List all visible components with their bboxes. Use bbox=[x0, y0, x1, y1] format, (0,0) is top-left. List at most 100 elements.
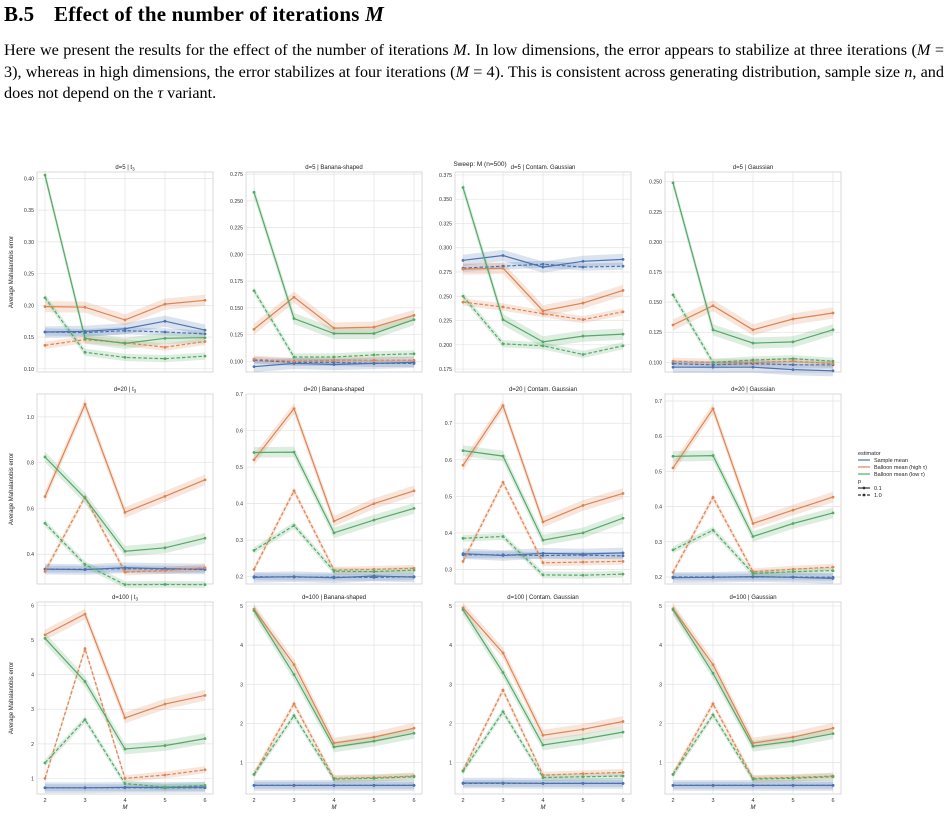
data-point bbox=[621, 554, 625, 558]
data-point bbox=[831, 511, 835, 515]
data-point bbox=[581, 775, 585, 779]
data-point bbox=[621, 720, 625, 723]
data-point bbox=[621, 572, 625, 576]
y-tick-label: 4 bbox=[449, 643, 452, 649]
y-tick-label: 5 bbox=[659, 604, 662, 610]
y-tick-label: 6 bbox=[31, 603, 34, 609]
data-point bbox=[831, 359, 835, 363]
data-point bbox=[292, 673, 296, 676]
confidence-band bbox=[45, 294, 205, 363]
data-point bbox=[621, 264, 625, 268]
y-tick-label: 5 bbox=[449, 604, 452, 610]
data-point bbox=[163, 546, 167, 550]
data-point bbox=[412, 318, 416, 321]
section-title-variable: M bbox=[365, 2, 384, 26]
data-point bbox=[831, 569, 835, 573]
data-point bbox=[501, 254, 505, 257]
sweep-figure: Sweep: M (n=500)d=5 | t30.100.150.200.25… bbox=[9, 161, 927, 811]
data-point bbox=[123, 549, 127, 553]
data-point bbox=[83, 350, 87, 354]
y-tick-label: 3 bbox=[31, 707, 34, 713]
data-point bbox=[501, 454, 505, 458]
data-point bbox=[751, 360, 755, 364]
data-point bbox=[461, 559, 465, 563]
data-point bbox=[252, 458, 256, 462]
subplot-3: d=5 | Contam. Gaussian 0.175 0.200 0.225 0.2… bbox=[439, 165, 632, 373]
data-point bbox=[163, 494, 167, 498]
x-tick-label: 5 bbox=[372, 798, 375, 804]
x-tick-label: 2 bbox=[252, 798, 255, 804]
y-tick-label: 0.30 bbox=[24, 240, 34, 246]
data-point bbox=[671, 466, 675, 470]
x-tick-label: 4 bbox=[123, 798, 126, 804]
math-variable: n bbox=[904, 62, 913, 81]
data-point bbox=[831, 775, 835, 779]
y-tick-label: 0.250 bbox=[439, 294, 452, 300]
x-tick-label: 2 bbox=[671, 798, 674, 804]
data-point bbox=[412, 358, 416, 362]
y-tick-label: 2 bbox=[659, 721, 662, 727]
data-point bbox=[711, 783, 715, 787]
x-tick-label: 5 bbox=[581, 798, 584, 804]
data-point bbox=[581, 531, 585, 535]
data-point bbox=[461, 769, 465, 773]
data-point bbox=[711, 363, 715, 367]
y-tick-label: 3 bbox=[659, 682, 662, 688]
data-point bbox=[711, 713, 715, 717]
confidence-band bbox=[463, 604, 623, 751]
data-point bbox=[83, 336, 87, 340]
legend-item-label: 0.1 bbox=[874, 486, 882, 492]
series-line bbox=[44, 495, 206, 573]
data-point bbox=[43, 173, 47, 177]
confidence-band bbox=[254, 291, 414, 335]
subplot-title: d=5 | Contam. Gaussian bbox=[511, 165, 576, 171]
data-point bbox=[163, 702, 167, 706]
data-point bbox=[581, 727, 585, 731]
data-point bbox=[412, 726, 416, 730]
data-point bbox=[751, 535, 755, 538]
data-point bbox=[501, 671, 505, 674]
y-tick-label: 0.6 bbox=[236, 429, 243, 435]
data-point bbox=[501, 688, 505, 692]
confidence-band bbox=[673, 526, 833, 577]
data-point bbox=[83, 496, 87, 500]
data-point bbox=[671, 454, 675, 458]
data-point bbox=[711, 671, 715, 675]
legend-marker bbox=[862, 486, 866, 490]
data-point bbox=[581, 782, 585, 785]
subplot-title: d=100 | t3 bbox=[112, 595, 138, 602]
data-point bbox=[372, 325, 376, 329]
section-title: Effect of the number of iterations bbox=[54, 2, 360, 26]
y-tick-label: 0.5 bbox=[655, 469, 662, 475]
y-tick-label: 3 bbox=[449, 682, 452, 688]
data-point bbox=[43, 296, 47, 300]
y-tick-label: 2 bbox=[240, 721, 243, 727]
data-point bbox=[461, 300, 465, 304]
section-heading: B.5 Effect of the number of iterations M bbox=[4, 2, 384, 27]
data-point bbox=[43, 633, 47, 637]
data-point bbox=[541, 773, 545, 777]
data-point bbox=[292, 450, 296, 454]
confidence-band bbox=[254, 287, 414, 361]
data-point bbox=[671, 608, 675, 612]
data-point bbox=[621, 771, 625, 774]
confidence-band bbox=[254, 522, 414, 575]
y-tick-label: 0.325 bbox=[439, 221, 452, 227]
data-point bbox=[332, 531, 336, 535]
data-point bbox=[252, 783, 256, 787]
y-tick-label: 0.6 bbox=[27, 506, 34, 512]
data-point bbox=[791, 508, 795, 512]
confidence-band bbox=[463, 602, 623, 741]
data-point bbox=[292, 359, 296, 363]
data-point bbox=[791, 575, 795, 579]
y-tick-label: 0.150 bbox=[230, 306, 243, 312]
data-point bbox=[163, 773, 167, 777]
y-tick-label: 0.275 bbox=[439, 270, 452, 276]
confidence-band bbox=[254, 186, 414, 340]
y-tick-label: 0.200 bbox=[649, 240, 662, 246]
data-point bbox=[541, 554, 545, 557]
data-point bbox=[203, 583, 207, 587]
y-tick-label: 2 bbox=[31, 742, 34, 748]
data-point bbox=[372, 502, 376, 506]
text-run: variant. bbox=[163, 84, 217, 102]
